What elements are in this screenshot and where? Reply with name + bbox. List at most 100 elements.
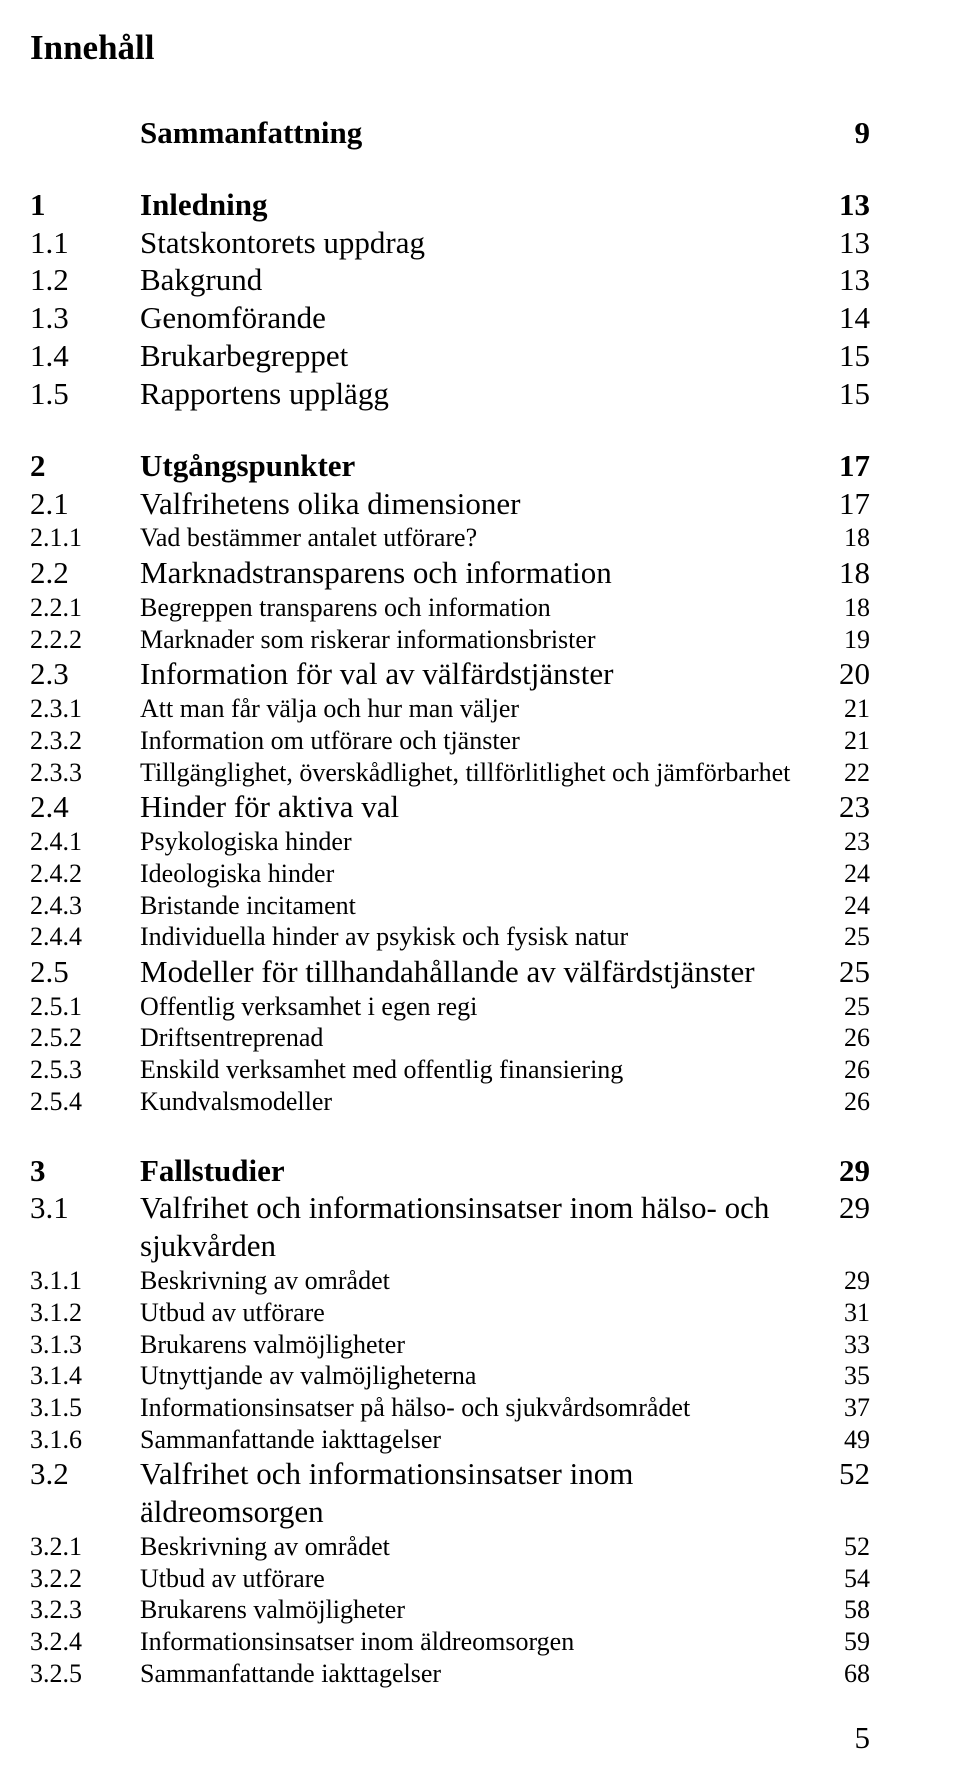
toc-entry-page: 26 bbox=[810, 1054, 870, 1086]
toc-entry: 2.3.2Information om utförare och tjänste… bbox=[30, 725, 870, 757]
toc-entry-title: Ideologiska hinder bbox=[140, 858, 810, 890]
toc-entry-number: 2.5.1 bbox=[30, 991, 140, 1023]
toc-entry: 2Utgångspunkter17 bbox=[30, 447, 870, 485]
toc-entry-title: Kundvalsmodeller bbox=[140, 1086, 810, 1118]
toc-entry-title: Informationsinsatser på hälso- och sjukv… bbox=[140, 1392, 810, 1424]
toc-entry-page: 9 bbox=[810, 114, 870, 152]
toc-entry: 2.5.2Driftsentreprenad26 bbox=[30, 1022, 870, 1054]
toc-entry: 1.1Statskontorets uppdrag13 bbox=[30, 224, 870, 262]
toc-entry-page: 25 bbox=[810, 921, 870, 953]
toc-entry-title: Vad bestämmer antalet utförare? bbox=[140, 522, 810, 554]
toc-entry-number: 2.1.1 bbox=[30, 522, 140, 554]
toc-entry: 2.1Valfrihetens olika dimensioner17 bbox=[30, 485, 870, 523]
toc-entry: 2.4Hinder för aktiva val23 bbox=[30, 788, 870, 826]
toc-entry-title: Begreppen transparens och information bbox=[140, 592, 810, 624]
document-page: Innehåll Sammanfattning91Inledning131.1S… bbox=[0, 0, 960, 1780]
toc-entry-page: 20 bbox=[810, 655, 870, 693]
toc-entry-title: Inledning bbox=[140, 186, 810, 224]
toc-entry-number: 2.4 bbox=[30, 788, 140, 826]
toc-entry: 3.1.6Sammanfattande iakttagelser49 bbox=[30, 1424, 870, 1456]
toc-entry: 2.1.1Vad bestämmer antalet utförare?18 bbox=[30, 522, 870, 554]
toc-entry-number: 1.2 bbox=[30, 261, 140, 299]
toc-entry: 3.2.1Beskrivning av området52 bbox=[30, 1531, 870, 1563]
toc-entry-page: 13 bbox=[810, 186, 870, 224]
toc-entry-number: 2.2 bbox=[30, 554, 140, 592]
toc-entry-number: 2.3.3 bbox=[30, 757, 140, 789]
toc-entry: 3.1.3Brukarens valmöjligheter33 bbox=[30, 1329, 870, 1361]
toc-entry-page: 13 bbox=[810, 224, 870, 262]
toc-entry: 2.2Marknadstransparens och information18 bbox=[30, 554, 870, 592]
toc-entry-page: 37 bbox=[810, 1392, 870, 1424]
toc-entry-page: 29 bbox=[810, 1189, 870, 1227]
toc-entry-title: Individuella hinder av psykisk och fysis… bbox=[140, 921, 810, 953]
toc-entry-page: 17 bbox=[810, 447, 870, 485]
toc-entry-page: 29 bbox=[810, 1265, 870, 1297]
toc-entry-number: 3.2.5 bbox=[30, 1658, 140, 1690]
toc-entry-number: 3.1 bbox=[30, 1189, 140, 1227]
toc-entry-number: 2 bbox=[30, 447, 140, 485]
toc-entry: 2.4.2Ideologiska hinder24 bbox=[30, 858, 870, 890]
toc-entry: 3.2.3Brukarens valmöjligheter58 bbox=[30, 1594, 870, 1626]
toc-entry-page: 35 bbox=[810, 1360, 870, 1392]
toc-entry-page: 18 bbox=[810, 592, 870, 624]
toc-entry-page: 25 bbox=[810, 991, 870, 1023]
toc-entry: 1Inledning13 bbox=[30, 186, 870, 224]
toc-entry-title: Valfrihet och informationsinsatser inom … bbox=[140, 1455, 810, 1531]
toc-entry-page: 24 bbox=[810, 858, 870, 890]
toc-entry: 3.2.4Informationsinsatser inom äldreomso… bbox=[30, 1626, 870, 1658]
toc-entry-page: 59 bbox=[810, 1626, 870, 1658]
toc-entry-page: 52 bbox=[810, 1531, 870, 1563]
toc-entry: 1.3Genomförande14 bbox=[30, 299, 870, 337]
toc-entry-title: Information om utförare och tjänster bbox=[140, 725, 810, 757]
toc-entry: Sammanfattning9 bbox=[30, 114, 870, 152]
toc-entry: 1.4Brukarbegreppet15 bbox=[30, 337, 870, 375]
toc-entry-number: 3.1.3 bbox=[30, 1329, 140, 1361]
toc-entry-page: 19 bbox=[810, 624, 870, 656]
toc-entry-page: 29 bbox=[810, 1152, 870, 1190]
toc-entry-title: Information för val av välfärdstjänster bbox=[140, 655, 810, 693]
toc-entry-page: 26 bbox=[810, 1022, 870, 1054]
toc-entry-page: 54 bbox=[810, 1563, 870, 1595]
toc-entry-title: Sammanfattande iakttagelser bbox=[140, 1424, 810, 1456]
toc-entry-page: 25 bbox=[810, 953, 870, 991]
toc-entry-number: 2.5.2 bbox=[30, 1022, 140, 1054]
toc-entry-page: 23 bbox=[810, 788, 870, 826]
toc-entry-title: Hinder för aktiva val bbox=[140, 788, 810, 826]
page-number: 5 bbox=[855, 1720, 871, 1756]
toc-entry-number: 1.3 bbox=[30, 299, 140, 337]
toc-entry-title: Sammanfattning bbox=[140, 114, 810, 152]
toc-entry-page: 17 bbox=[810, 485, 870, 523]
toc-entry: 2.5.1Offentlig verksamhet i egen regi25 bbox=[30, 991, 870, 1023]
toc-entry-number: 1.5 bbox=[30, 375, 140, 413]
toc-entry: 2.4.3Bristande incitament24 bbox=[30, 890, 870, 922]
toc-entry-page: 18 bbox=[810, 522, 870, 554]
toc-entry: 3.1Valfrihet och informationsinsatser in… bbox=[30, 1189, 870, 1265]
toc-entry-title: Psykologiska hinder bbox=[140, 826, 810, 858]
toc-entry-title: Marknader som riskerar informationsbrist… bbox=[140, 624, 810, 656]
toc-entry-title: Enskild verksamhet med offentlig finansi… bbox=[140, 1054, 810, 1086]
toc-entry-title: Modeller för tillhandahållande av välfär… bbox=[140, 953, 810, 991]
toc-entry: 2.5.3Enskild verksamhet med offentlig fi… bbox=[30, 1054, 870, 1086]
toc-entry-page: 33 bbox=[810, 1329, 870, 1361]
toc-entry-page: 23 bbox=[810, 826, 870, 858]
toc-entry-number: 3.2.1 bbox=[30, 1531, 140, 1563]
toc-entry-page: 49 bbox=[810, 1424, 870, 1456]
toc-entry-page: 14 bbox=[810, 299, 870, 337]
toc-entry: 2.3.3Tillgänglighet, överskådlighet, til… bbox=[30, 757, 870, 789]
toc-entry: 2.4.4Individuella hinder av psykisk och … bbox=[30, 921, 870, 953]
toc-entry-title: Driftsentreprenad bbox=[140, 1022, 810, 1054]
toc-entry-number: 2.3.2 bbox=[30, 725, 140, 757]
toc-entry-title: Beskrivning av området bbox=[140, 1531, 810, 1563]
toc-entry-number: 3.1.5 bbox=[30, 1392, 140, 1424]
toc-entry: 3.2.5Sammanfattande iakttagelser68 bbox=[30, 1658, 870, 1690]
toc-entry-number: 3.1.2 bbox=[30, 1297, 140, 1329]
table-of-contents: Sammanfattning9 1Inledning131.1Statskonto… bbox=[30, 114, 870, 1690]
toc-entry-title: Bristande incitament bbox=[140, 890, 810, 922]
toc-entry-title: Offentlig verksamhet i egen regi bbox=[140, 991, 810, 1023]
toc-entry: 1.2Bakgrund13 bbox=[30, 261, 870, 299]
toc-entry: 3.1.2Utbud av utförare31 bbox=[30, 1297, 870, 1329]
toc-entry-title: Genomförande bbox=[140, 299, 810, 337]
toc-entry: 2.3Information för val av välfärdstjänst… bbox=[30, 655, 870, 693]
toc-entry: 3.2Valfrihet och informationsinsatser in… bbox=[30, 1455, 870, 1531]
toc-entry-number: 2.2.2 bbox=[30, 624, 140, 656]
